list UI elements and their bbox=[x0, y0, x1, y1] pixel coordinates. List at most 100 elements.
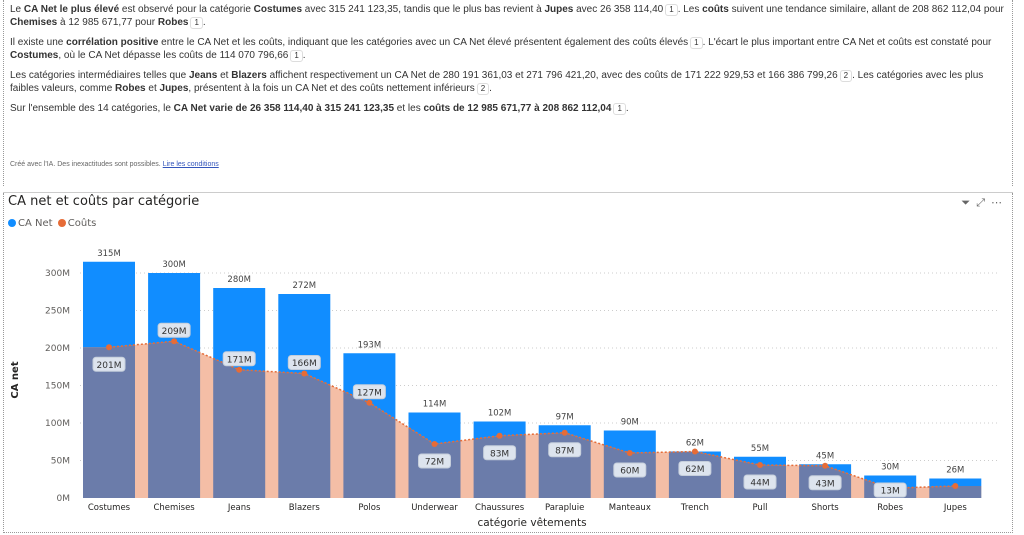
bold-text: Costumes bbox=[253, 4, 303, 15]
point-couts bbox=[106, 344, 112, 351]
citation-ref[interactable]: 2 bbox=[839, 70, 853, 82]
narrative-paragraph: Sur l'ensemble des 14 catégories, le CA … bbox=[10, 103, 629, 115]
bold-text: coûts bbox=[702, 4, 729, 15]
data-label-bg bbox=[678, 461, 712, 476]
filter-icon[interactable]: ⏷ bbox=[961, 196, 977, 209]
bold-text: Robes bbox=[157, 17, 189, 28]
data-label-ca-net: 272M bbox=[293, 281, 317, 291]
point-couts bbox=[301, 370, 308, 377]
data-label-bg bbox=[808, 475, 842, 491]
x-tick-label: Shorts bbox=[811, 503, 839, 513]
data-label-ca-net: 315M bbox=[97, 249, 121, 259]
data-label-ca-net: 97M bbox=[556, 412, 574, 422]
legend-dot-ca-net bbox=[8, 219, 16, 227]
narrative-paragraph: Le CA Net le plus élevé est observé pour… bbox=[10, 4, 1004, 29]
x-tick-label: Chaussures bbox=[475, 503, 525, 513]
point-couts bbox=[757, 462, 763, 468]
data-label-bg bbox=[548, 442, 582, 458]
y-axis-title: CA net bbox=[10, 361, 21, 398]
x-tick-label: Manteaux bbox=[609, 503, 651, 513]
citation-ref[interactable]: 1 bbox=[613, 103, 626, 115]
x-axis-title: catégorie vêtements bbox=[477, 517, 586, 529]
point-couts bbox=[822, 462, 829, 469]
data-label-ca-net: 90M bbox=[621, 418, 639, 428]
bar-overlap bbox=[148, 341, 201, 498]
chart-title: CA net et coûts par catégorie bbox=[8, 194, 200, 209]
x-tick-label: Costumes bbox=[88, 503, 131, 513]
more-options-icon[interactable]: ⋯ bbox=[991, 196, 1008, 209]
bold-text: CA Net le plus élevé bbox=[23, 4, 120, 15]
data-label-bg bbox=[222, 351, 256, 367]
point-couts bbox=[691, 448, 698, 455]
data-label-ca-net: 102M bbox=[488, 409, 512, 419]
data-label-ca-net: 30M bbox=[881, 463, 899, 473]
citation-ref[interactable]: 1 bbox=[665, 4, 678, 16]
y-tick-label: 300M bbox=[45, 269, 70, 279]
y-tick-label: 250M bbox=[45, 307, 70, 317]
legend-couts[interactable]: Coûts bbox=[67, 218, 97, 229]
x-tick-label: Trench bbox=[680, 503, 709, 513]
data-label-couts: 62M bbox=[685, 465, 704, 475]
terms-link[interactable]: Lire les conditions bbox=[162, 161, 219, 168]
ai-narrative: Le CA Net le plus élevé est observé pour… bbox=[3, 0, 1013, 186]
data-label-bg bbox=[873, 482, 907, 498]
data-label-bg bbox=[92, 356, 126, 372]
legend-ca-net[interactable]: CA Net bbox=[18, 218, 53, 229]
y-tick-label: 150M bbox=[45, 382, 70, 392]
x-tick-label: Pull bbox=[752, 503, 767, 513]
data-label-couts: 209M bbox=[162, 327, 187, 337]
x-tick-label: Chemises bbox=[153, 503, 195, 513]
data-label-couts: 83M bbox=[490, 449, 509, 459]
point-couts bbox=[431, 441, 438, 447]
y-tick-label: 50M bbox=[51, 457, 70, 467]
focus-mode-icon[interactable]: ⤢ bbox=[976, 196, 991, 209]
y-tick-label: 0M bbox=[57, 494, 71, 504]
citation-ref[interactable]: 1 bbox=[190, 17, 203, 29]
point-couts bbox=[561, 429, 568, 436]
chart-visual[interactable] bbox=[3, 193, 1013, 533]
x-tick-label: Blazers bbox=[289, 503, 321, 513]
point-couts bbox=[366, 399, 373, 406]
data-label-ca-net: 280M bbox=[227, 275, 251, 285]
data-label-couts: 60M bbox=[620, 467, 639, 477]
data-label-bg bbox=[352, 384, 386, 400]
legend-dot-couts bbox=[57, 219, 66, 227]
point-couts bbox=[496, 432, 503, 439]
bold-text: Robes bbox=[115, 83, 146, 94]
bold-text: Costumes bbox=[10, 50, 59, 61]
bold-text: coûts de 12 985 671,77 à 208 862 112,04 bbox=[423, 103, 612, 114]
point-couts bbox=[171, 338, 178, 345]
bold-text: Jupes bbox=[544, 4, 574, 15]
data-label-couts: 13M bbox=[881, 487, 900, 497]
data-label-couts: 166M bbox=[292, 359, 317, 369]
data-label-ca-net: 114M bbox=[423, 400, 447, 410]
bold-text: Blazers bbox=[231, 70, 267, 81]
bold-text: corrélation positive bbox=[66, 37, 159, 48]
narrative-paragraph: Il existe une corrélation positive entre… bbox=[10, 37, 992, 62]
data-label-ca-net: 300M bbox=[162, 260, 186, 270]
data-label-couts: 127M bbox=[357, 388, 382, 398]
point-couts bbox=[626, 450, 633, 456]
y-tick-label: 200M bbox=[45, 344, 70, 354]
x-tick-label: Robes bbox=[877, 503, 903, 513]
data-label-bg bbox=[418, 453, 451, 469]
divider bbox=[3, 192, 1013, 193]
bold-text: CA Net varie de 26 358 114,40 à 315 241 … bbox=[173, 103, 395, 114]
data-label-bg bbox=[287, 355, 321, 370]
data-label-ca-net: 62M bbox=[686, 439, 704, 449]
data-label-couts: 43M bbox=[815, 479, 834, 489]
legend: CA Net Coûts bbox=[8, 218, 96, 229]
data-label-bg bbox=[613, 462, 647, 478]
x-tick-label: Polos bbox=[358, 503, 381, 513]
bold-text: Jupes bbox=[159, 83, 189, 94]
point-couts bbox=[952, 483, 959, 489]
x-tick-label: Parapluie bbox=[545, 503, 584, 513]
data-label-bg bbox=[483, 445, 517, 461]
x-tick-label: Jupes bbox=[943, 503, 968, 513]
x-tick-label: Jeans bbox=[227, 503, 251, 513]
citation-ref[interactable]: 2 bbox=[476, 83, 490, 95]
citation-ref[interactable]: 1 bbox=[690, 37, 703, 49]
citation-ref[interactable]: 1 bbox=[290, 50, 303, 62]
data-label-ca-net: 193M bbox=[358, 340, 382, 350]
